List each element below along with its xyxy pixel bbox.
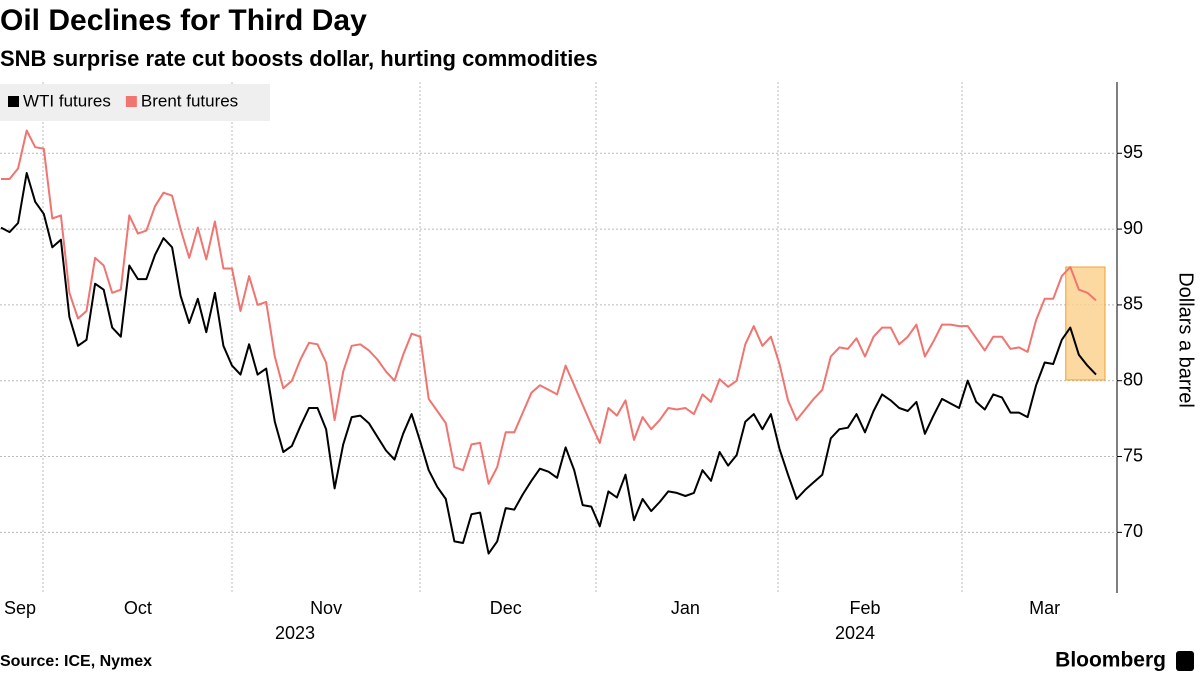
brand-logo: Bloomberg <box>1055 649 1166 672</box>
vertical-grid <box>42 82 963 593</box>
x-tick-label: Feb <box>850 598 881 618</box>
legend-label: Brent futures <box>141 91 238 110</box>
chart-subtitle: SNB surprise rate cut boosts dollar, hur… <box>0 46 598 71</box>
y-tick-label: 70 <box>1123 521 1143 541</box>
x-tick-label: Dec <box>490 598 522 618</box>
y-axis-title: Dollars a barrel <box>1175 272 1197 408</box>
chart-title: Oil Declines for Third Day <box>0 4 367 37</box>
source: Source: ICE, Nymex <box>0 653 152 670</box>
legend-label: WTI futures <box>23 91 111 110</box>
x-tick-label: Sep <box>4 598 36 618</box>
x-tick-label: Mar <box>1029 598 1060 618</box>
x-tick-label: Jan <box>671 598 700 618</box>
y-tick-label: 75 <box>1123 445 1143 465</box>
y-tick-label: 85 <box>1123 294 1143 314</box>
series-line <box>0 172 1097 555</box>
highlight-box <box>1065 266 1106 381</box>
series-line <box>1 129 1097 485</box>
y-tick-label: 90 <box>1123 218 1143 238</box>
brand-icon <box>1176 651 1194 671</box>
x-tick-label: Nov <box>310 598 342 618</box>
year-label: 2024 <box>835 623 875 643</box>
year-label: 2023 <box>275 623 315 643</box>
legend: WTI futures Brent futures <box>0 84 270 121</box>
legend-swatch <box>8 96 19 107</box>
legend-swatch <box>125 96 137 107</box>
y-tick-label: 80 <box>1123 369 1143 389</box>
x-tick-label: Oct <box>124 598 152 618</box>
y-tick-label: 95 <box>1123 142 1143 162</box>
